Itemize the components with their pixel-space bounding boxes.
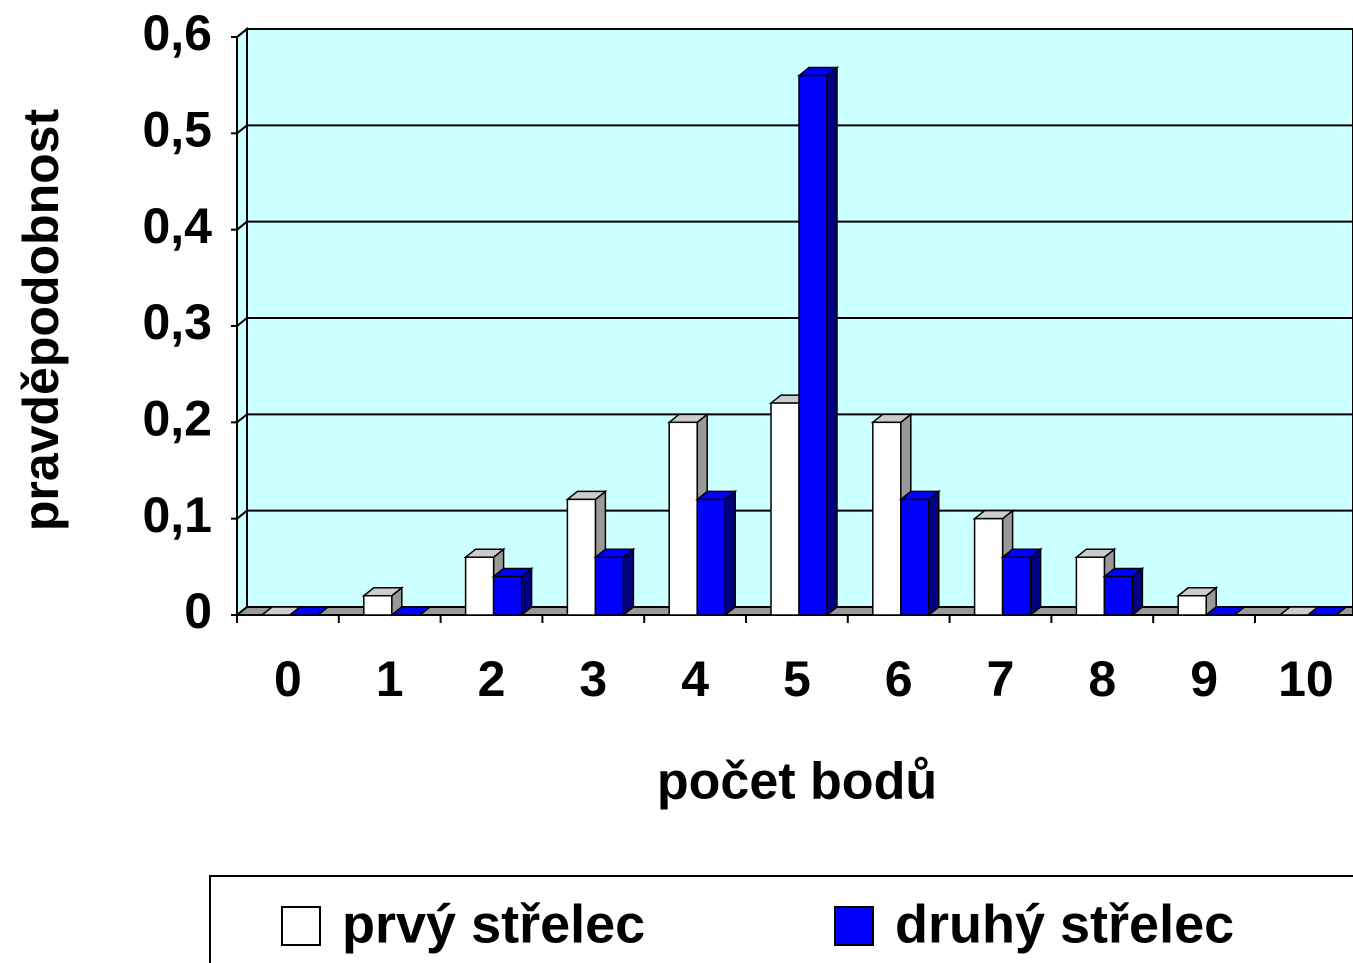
x-tick-label: 5	[783, 651, 811, 707]
x-tick-label: 3	[579, 651, 607, 707]
bar-side	[928, 489, 940, 617]
bar-side	[1029, 547, 1042, 617]
y-tick-label: 0,3	[142, 294, 212, 350]
y-tick-label: 0,2	[142, 391, 212, 447]
bar	[770, 402, 800, 616]
bar	[363, 594, 393, 616]
grid-line	[236, 413, 1353, 424]
legend-swatch	[834, 906, 874, 946]
grid-line	[236, 28, 1353, 38]
y-tick-label: 0,5	[142, 102, 212, 158]
x-tick-label: 4	[681, 651, 709, 707]
x-tick-label: 9	[1190, 651, 1218, 707]
x-tick-label: 0	[274, 651, 302, 707]
legend-label: druhý střelec	[895, 894, 1234, 954]
legend-swatch	[281, 906, 321, 946]
y-tick-label: 0,1	[142, 487, 212, 543]
y-axis-title: pravděpodobnost	[13, 109, 69, 532]
y-tick-label: 0	[184, 583, 212, 639]
bar	[900, 498, 930, 616]
bar	[1001, 556, 1032, 616]
x-tick-label: 8	[1088, 651, 1116, 707]
bar-top	[287, 606, 331, 616]
legend-box	[209, 875, 1353, 963]
bar-top	[1204, 606, 1247, 616]
bar	[798, 74, 828, 616]
x-tick-label: 2	[478, 651, 506, 707]
grid-line	[236, 220, 1353, 231]
bar	[696, 498, 726, 616]
bar	[668, 421, 698, 616]
x-tick-label: 1	[376, 651, 404, 707]
legend-label: prvý střelec	[342, 894, 645, 954]
bar-side	[826, 65, 838, 617]
bar-side	[724, 489, 736, 617]
bar	[872, 421, 902, 616]
x-tick-label: 10	[1278, 651, 1334, 707]
grid-line	[236, 317, 1353, 327]
bar	[566, 498, 597, 616]
bar	[1177, 594, 1207, 616]
y-tick-label: 0,4	[142, 198, 212, 254]
bar	[1103, 575, 1134, 616]
bar	[464, 556, 495, 616]
x-tick-label: 7	[987, 651, 1015, 707]
bar-side	[622, 547, 635, 617]
bar-top	[389, 606, 432, 616]
bar-top	[1305, 606, 1349, 616]
grid-line	[236, 124, 1353, 135]
x-axis-title: počet bodů	[657, 753, 937, 811]
bar	[973, 517, 1004, 616]
bar	[492, 575, 523, 616]
y-tick-label: 0,6	[142, 5, 212, 61]
bar	[1075, 556, 1106, 616]
bar	[594, 556, 625, 616]
x-tick-label: 6	[885, 651, 913, 707]
